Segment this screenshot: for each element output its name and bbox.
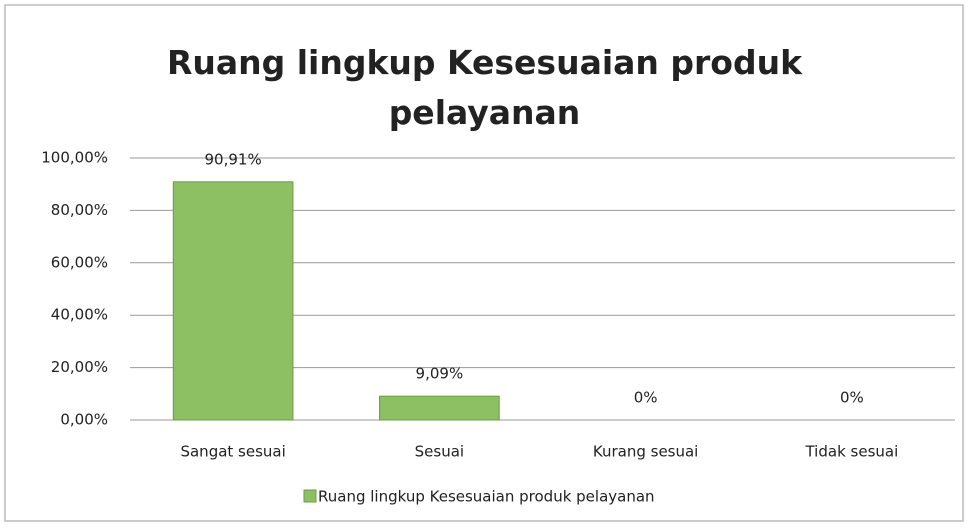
- y-tick-label: 80,00%: [51, 201, 108, 219]
- x-tick-label: Kurang sesuai: [593, 443, 698, 461]
- legend-label: Ruang lingkup Kesesuaian produk pelayana…: [318, 488, 655, 506]
- value-label: 0%: [634, 389, 658, 407]
- x-tick-label: Sangat sesuai: [180, 443, 285, 461]
- legend-swatch: [303, 489, 317, 503]
- y-tick-label: 20,00%: [51, 358, 108, 376]
- x-tick-label: Sesuai: [415, 443, 464, 461]
- y-tick-label: 60,00%: [51, 253, 108, 271]
- y-tick-label: 40,00%: [51, 306, 108, 324]
- value-label: 9,09%: [416, 365, 464, 383]
- y-tick-label: 100,00%: [41, 149, 108, 167]
- value-label: 0%: [840, 389, 864, 407]
- y-tick-label: 0,00%: [60, 411, 108, 429]
- value-label: 90,91%: [205, 150, 262, 168]
- bar: [379, 395, 500, 421]
- chart-title: Ruang lingkup Kesesuaian produk pelayana…: [166, 43, 803, 132]
- x-tick-label: Tidak sesuai: [804, 443, 898, 461]
- bar: [172, 181, 294, 421]
